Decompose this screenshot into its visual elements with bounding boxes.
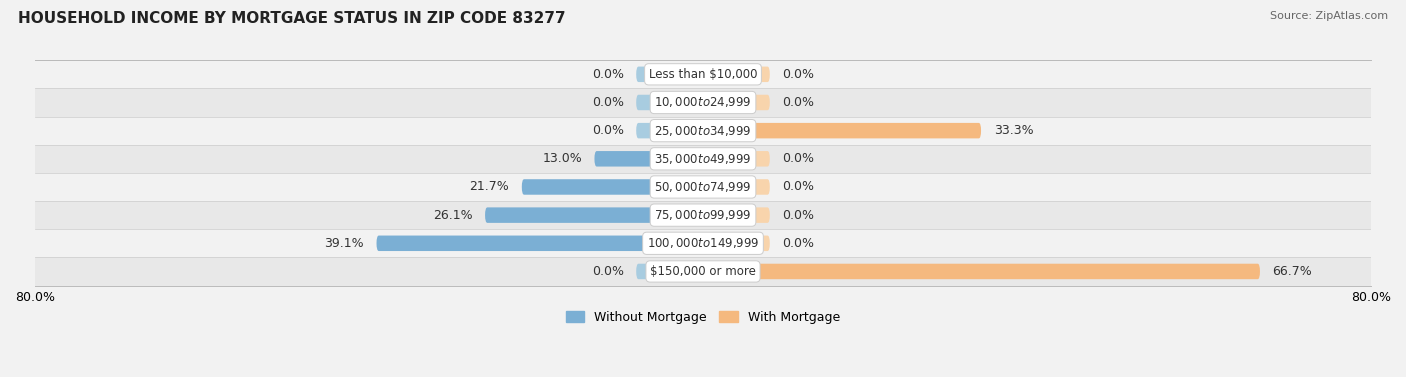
Legend: Without Mortgage, With Mortgage: Without Mortgage, With Mortgage [561,306,845,329]
Text: 0.0%: 0.0% [782,96,814,109]
Text: HOUSEHOLD INCOME BY MORTGAGE STATUS IN ZIP CODE 83277: HOUSEHOLD INCOME BY MORTGAGE STATUS IN Z… [18,11,565,26]
FancyBboxPatch shape [703,67,770,82]
Text: $100,000 to $149,999: $100,000 to $149,999 [647,236,759,250]
Text: 66.7%: 66.7% [1272,265,1312,278]
Bar [35,173,1371,201]
Text: $75,000 to $99,999: $75,000 to $99,999 [654,208,752,222]
Text: $25,000 to $34,999: $25,000 to $34,999 [654,124,752,138]
FancyBboxPatch shape [485,207,703,223]
Text: 0.0%: 0.0% [782,237,814,250]
Bar [35,145,1371,173]
FancyBboxPatch shape [703,95,770,110]
FancyBboxPatch shape [636,67,703,82]
Text: 0.0%: 0.0% [782,68,814,81]
Text: 0.0%: 0.0% [592,124,624,137]
Bar [35,257,1371,285]
FancyBboxPatch shape [703,179,770,195]
Text: $10,000 to $24,999: $10,000 to $24,999 [654,95,752,109]
Text: 0.0%: 0.0% [592,96,624,109]
Text: $50,000 to $74,999: $50,000 to $74,999 [654,180,752,194]
FancyBboxPatch shape [703,151,770,167]
Text: 0.0%: 0.0% [592,68,624,81]
Text: 0.0%: 0.0% [592,265,624,278]
Text: 33.3%: 33.3% [994,124,1033,137]
FancyBboxPatch shape [703,123,981,138]
Text: 21.7%: 21.7% [470,181,509,193]
FancyBboxPatch shape [703,207,770,223]
Bar [35,88,1371,116]
Text: Source: ZipAtlas.com: Source: ZipAtlas.com [1270,11,1388,21]
Text: $150,000 or more: $150,000 or more [650,265,756,278]
Text: 39.1%: 39.1% [325,237,364,250]
Text: 0.0%: 0.0% [782,152,814,165]
Text: Less than $10,000: Less than $10,000 [648,68,758,81]
Bar [35,229,1371,257]
FancyBboxPatch shape [595,151,703,167]
Text: $35,000 to $49,999: $35,000 to $49,999 [654,152,752,166]
Text: 0.0%: 0.0% [782,181,814,193]
Text: 13.0%: 13.0% [543,152,582,165]
FancyBboxPatch shape [703,236,770,251]
FancyBboxPatch shape [636,95,703,110]
Bar [35,201,1371,229]
Text: 0.0%: 0.0% [782,208,814,222]
FancyBboxPatch shape [703,264,1260,279]
Text: 26.1%: 26.1% [433,208,472,222]
FancyBboxPatch shape [377,236,703,251]
Bar [35,60,1371,88]
FancyBboxPatch shape [636,264,703,279]
FancyBboxPatch shape [522,179,703,195]
FancyBboxPatch shape [636,123,703,138]
Bar [35,116,1371,145]
